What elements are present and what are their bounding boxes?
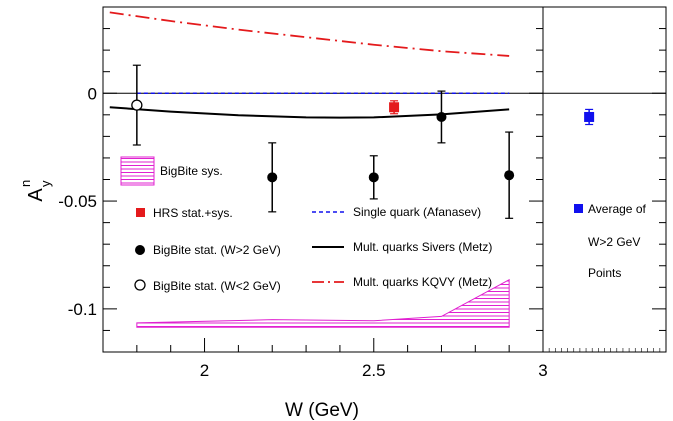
theory-curves (109, 11, 510, 119)
legend-entry-label: HRS stat.+sys. (153, 206, 233, 220)
legend-band-swatch (120, 156, 155, 186)
y-tick-label: 0 (88, 84, 97, 103)
side-plot-frame (542, 6, 667, 353)
legend-entry-label: Mult. quarks KQVY (Metz) (353, 275, 492, 289)
data-point-open (131, 99, 143, 111)
side-legend-line-2: W>2 GeV (588, 235, 640, 249)
data-point (267, 172, 278, 183)
legend-entry-label: Mult. quarks Sivers (Metz) (353, 240, 492, 254)
x-axis-title: W (GeV) (285, 400, 359, 421)
y-axis-title-sup: n (18, 180, 33, 187)
data-point (436, 111, 447, 122)
legend-open-circle (134, 279, 146, 291)
legend-entry-label: BigBite stat. (W>2 GeV) (153, 243, 281, 257)
legend-filled-circle (135, 245, 145, 255)
y-tick-label: -0.05 (58, 192, 97, 211)
curve-dash-dot (109, 11, 510, 57)
axis-ticks (102, 6, 667, 353)
systematic-band-area (136, 278, 510, 328)
y-axis-title: A y n (18, 180, 53, 202)
data-point (368, 172, 379, 183)
data-point-square (389, 102, 400, 113)
data-point-square (584, 111, 595, 122)
y-axis-title-base: A (25, 188, 47, 202)
x-tick-label: 3 (538, 361, 547, 380)
data-points (131, 64, 595, 219)
legend-entry-label: BigBite stat. (W<2 GeV) (153, 279, 281, 293)
curve-solid (109, 106, 510, 119)
x-tick-label: 2 (200, 361, 209, 380)
legend: BigBite sys. HRS stat.+sys. BigBite stat… (120, 156, 492, 293)
legend-entry-label: BigBite sys. (160, 164, 223, 178)
x-tick-label: 2.5 (362, 361, 386, 380)
y-axis-title-sub: y (38, 180, 53, 187)
legend-red-square (136, 208, 145, 217)
side-legend-line-3: Points (588, 266, 621, 280)
legend-entry-label: Single quark (Afanasev) (353, 205, 481, 219)
systematic-band (136, 278, 510, 328)
data-point (504, 170, 515, 181)
side-legend: Average of W>2 GeV Points (574, 202, 646, 280)
tick-labels: 0 -0.05 -0.1 2 2.5 3 (58, 84, 547, 380)
side-legend-line-1: Average of (588, 202, 646, 216)
legend-blue-square (574, 204, 583, 213)
y-tick-label: -0.1 (68, 300, 97, 319)
